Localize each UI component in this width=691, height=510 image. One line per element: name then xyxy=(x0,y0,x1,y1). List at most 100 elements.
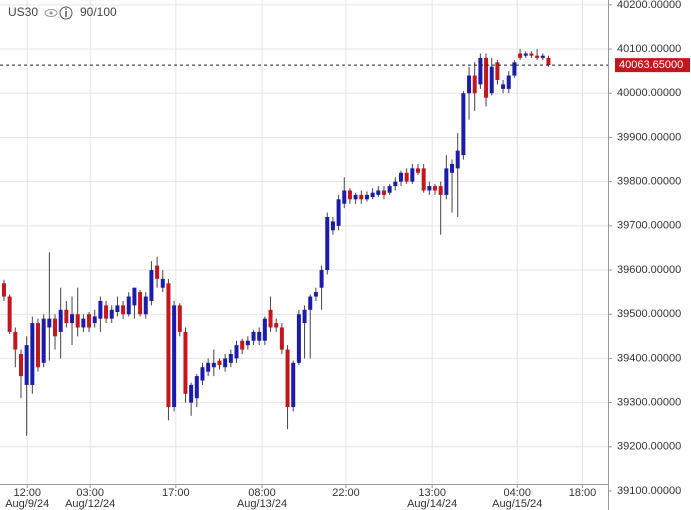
y-tick-label: 39900.00000 xyxy=(617,131,681,143)
candle-body xyxy=(206,362,211,372)
candle-body xyxy=(104,305,109,319)
candle-body xyxy=(501,84,506,89)
candle-body xyxy=(189,384,194,403)
y-tick-label: 39300.00000 xyxy=(617,397,681,409)
candle-body xyxy=(177,305,182,332)
candle-body xyxy=(325,216,330,271)
candle-body xyxy=(433,186,438,191)
candle-body xyxy=(228,353,233,363)
candle-body xyxy=(285,349,290,408)
candle-body xyxy=(506,75,511,89)
candle-body xyxy=(143,296,148,315)
candle-body xyxy=(364,194,369,200)
candle-body xyxy=(47,318,52,328)
candle-body xyxy=(336,199,341,226)
candle-body xyxy=(138,292,143,315)
candle-body xyxy=(347,190,352,200)
grid xyxy=(0,0,608,484)
candle-body xyxy=(455,150,460,169)
candle-body xyxy=(268,309,273,328)
y-tick-label: 39400.00000 xyxy=(617,352,681,364)
candle-body xyxy=(376,190,381,195)
candle-body xyxy=(393,181,398,187)
symbol: US30 xyxy=(8,5,38,19)
candle-body xyxy=(240,340,245,350)
candle-body xyxy=(330,221,335,231)
candle-body xyxy=(313,292,318,297)
candle-body xyxy=(342,190,347,204)
candle-body xyxy=(427,186,432,191)
candle-body xyxy=(512,62,517,76)
candle-body xyxy=(121,305,126,315)
x-date-label: Aug/14/24 xyxy=(407,498,457,510)
candle-body xyxy=(36,323,40,368)
candle-body xyxy=(109,309,114,319)
candle-body xyxy=(478,57,483,85)
candle-body xyxy=(81,318,86,328)
x-date-label: Aug/12/24 xyxy=(65,498,115,510)
candle-body xyxy=(535,55,540,58)
info-icon[interactable] xyxy=(59,6,73,20)
candle-body xyxy=(404,172,409,182)
eye-icon[interactable] xyxy=(44,9,58,17)
candle-body xyxy=(279,327,284,350)
candle-body xyxy=(398,172,403,182)
candle-body xyxy=(217,360,222,366)
x-date-label: Aug/15/24 xyxy=(492,498,542,510)
y-tick-label: 40200.00000 xyxy=(617,0,681,11)
candle-body xyxy=(155,265,160,279)
candle-body xyxy=(308,296,313,310)
y-tick-label: 39600.00000 xyxy=(617,264,681,276)
x-tick-label: 17:00 xyxy=(162,487,190,499)
candle-body xyxy=(200,367,205,381)
candles xyxy=(1,49,551,436)
x-date-label: Aug/13/24 xyxy=(237,498,287,510)
candle-body xyxy=(64,309,69,324)
x-tick-label: 04:00 xyxy=(503,487,531,499)
candle-body xyxy=(7,296,12,332)
candle-body xyxy=(211,362,216,368)
y-tick-label: 39500.00000 xyxy=(617,308,681,320)
y-tick-label: 39100.00000 xyxy=(617,485,681,497)
candle-body xyxy=(41,318,46,363)
candle-body xyxy=(1,283,6,297)
candle-body xyxy=(353,194,358,200)
candle-body xyxy=(194,376,199,399)
candle-body xyxy=(223,358,228,368)
candle-body xyxy=(523,53,528,56)
candle-body xyxy=(472,75,477,94)
candle-body xyxy=(92,316,97,324)
candle-body xyxy=(274,323,279,328)
x-tick-label: 18:00 xyxy=(569,487,597,499)
candle-body xyxy=(450,163,455,173)
x-tick-label: 08:00 xyxy=(248,487,276,499)
candle-body xyxy=(495,62,500,80)
candle-body xyxy=(410,168,415,182)
x-date-label: Aug/9/24 xyxy=(5,498,49,510)
y-tick-label: 39200.00000 xyxy=(617,441,681,453)
candle-body xyxy=(126,296,131,315)
candle-body xyxy=(257,331,262,341)
candle-body xyxy=(245,340,250,346)
candle-body xyxy=(160,278,165,288)
candle-body xyxy=(183,331,188,394)
y-tick-label: 40100.00000 xyxy=(617,43,681,55)
candle-body xyxy=(291,362,296,408)
candle-body xyxy=(75,314,80,328)
x-tick-label: 22:00 xyxy=(332,487,360,499)
y-tick-label: 39800.00000 xyxy=(617,176,681,188)
candle-body xyxy=(529,53,534,56)
candle-body xyxy=(58,309,63,332)
x-tick-label: 12:00 xyxy=(13,487,41,499)
candle-body xyxy=(359,194,364,200)
score: 90/100 xyxy=(80,5,117,19)
y-tick-label: 40000.00000 xyxy=(617,87,681,99)
x-tick-label: 13:00 xyxy=(418,487,446,499)
candle-body xyxy=(381,190,386,195)
candle-body xyxy=(421,168,426,191)
candle-body xyxy=(18,353,23,377)
candle-body xyxy=(444,168,449,195)
candle-body xyxy=(53,318,58,337)
y-tick-label: 39700.00000 xyxy=(617,220,681,232)
